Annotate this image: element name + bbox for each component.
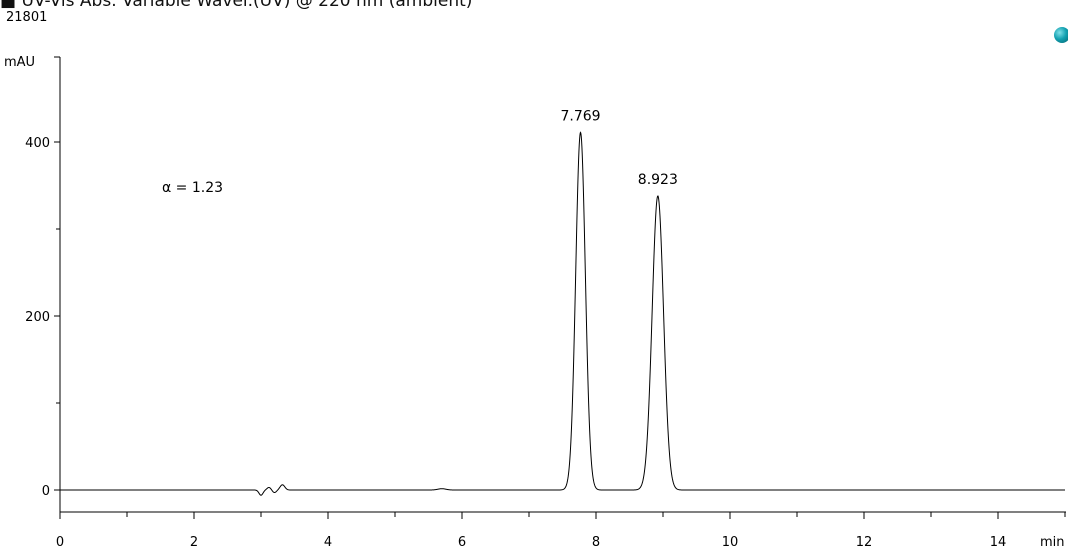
x-tick-label: 6 <box>458 535 466 550</box>
alpha-annotation: α = 1.23 <box>162 180 223 196</box>
labels: 0 200 400 0 2 4 6 8 10 12 14 7.769 8.923 <box>25 108 1006 550</box>
y-tick-label: 0 <box>42 484 50 499</box>
ticks <box>54 141 1066 519</box>
peak-label: 7.769 <box>560 108 600 124</box>
x-tick-label: 0 <box>56 535 64 550</box>
x-tick-label: 12 <box>856 535 873 550</box>
y-tick-label: 200 <box>25 310 50 325</box>
sample-id-label: 21801 <box>6 10 48 25</box>
x-tick-label: 10 <box>722 535 739 550</box>
chart-title: ■ UV-Vis Abs. Variable Wavel.(UV) @ 220 … <box>0 0 473 11</box>
trace <box>60 131 1065 496</box>
y-axis-label: mAU <box>4 55 35 70</box>
axes <box>54 56 1066 513</box>
status-dot-icon[interactable] <box>1054 27 1068 43</box>
x-tick-label: 8 <box>592 535 600 550</box>
x-tick-label: 14 <box>990 535 1007 550</box>
x-tick-label: 4 <box>324 535 332 550</box>
x-axis-label: min <box>1040 535 1065 550</box>
peak-label: 8.923 <box>638 172 678 188</box>
x-tick-label: 2 <box>190 535 198 550</box>
chromatogram-trace <box>60 131 1065 496</box>
y-tick-label: 400 <box>25 136 50 151</box>
